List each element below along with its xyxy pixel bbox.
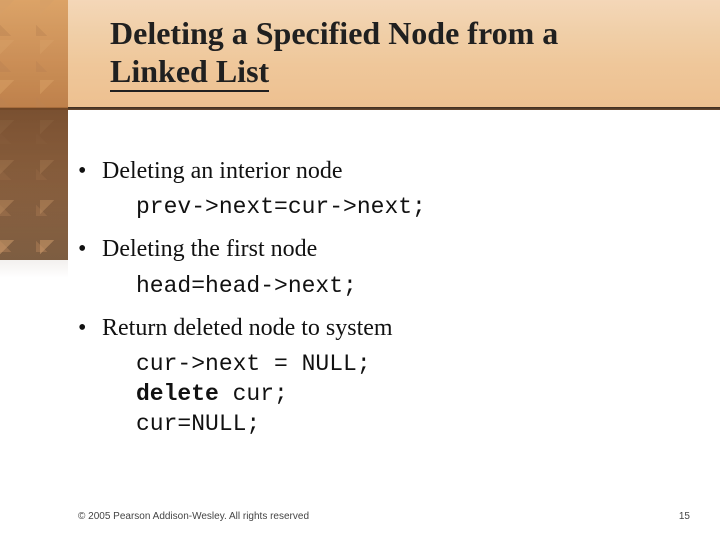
slide-content: • Deleting an interior node prev->next=c… <box>78 155 690 450</box>
code-block: cur->next = NULL; delete cur; cur=NULL; <box>136 350 690 440</box>
bullet-item: • Deleting the first node <box>78 233 690 265</box>
bullet-text: Return deleted node to system <box>102 315 393 341</box>
footer-page-number: 15 <box>679 511 690 522</box>
code-line: prev->next=cur->next; <box>136 193 690 223</box>
code-block: prev->next=cur->next; <box>136 193 690 223</box>
code-block: head=head->next; <box>136 272 690 302</box>
title-line-2: Linked List <box>110 53 269 92</box>
bullet-item: • Return deleted node to system <box>78 312 690 344</box>
slide-title: Deleting a Specified Node from a Linked … <box>110 14 700 91</box>
slide-footer: © 2005 Pearson Addison-Wesley. All right… <box>78 511 690 522</box>
side-decoration-fade <box>0 108 68 278</box>
title-line-1: Deleting a Specified Node from a <box>110 15 558 51</box>
bullet-dot: • <box>78 233 96 265</box>
bullet-dot: • <box>78 155 96 187</box>
code-line: delete cur; <box>136 380 690 410</box>
bullet-dot: • <box>78 312 96 344</box>
footer-copyright: © 2005 Pearson Addison-Wesley. All right… <box>78 511 309 522</box>
code-line: cur=NULL; <box>136 410 690 440</box>
code-line: head=head->next; <box>136 272 690 302</box>
bullet-item: • Deleting an interior node <box>78 155 690 187</box>
bullet-text: Deleting the first node <box>102 236 317 262</box>
code-line: cur->next = NULL; <box>136 350 690 380</box>
bullet-text: Deleting an interior node <box>102 158 343 184</box>
